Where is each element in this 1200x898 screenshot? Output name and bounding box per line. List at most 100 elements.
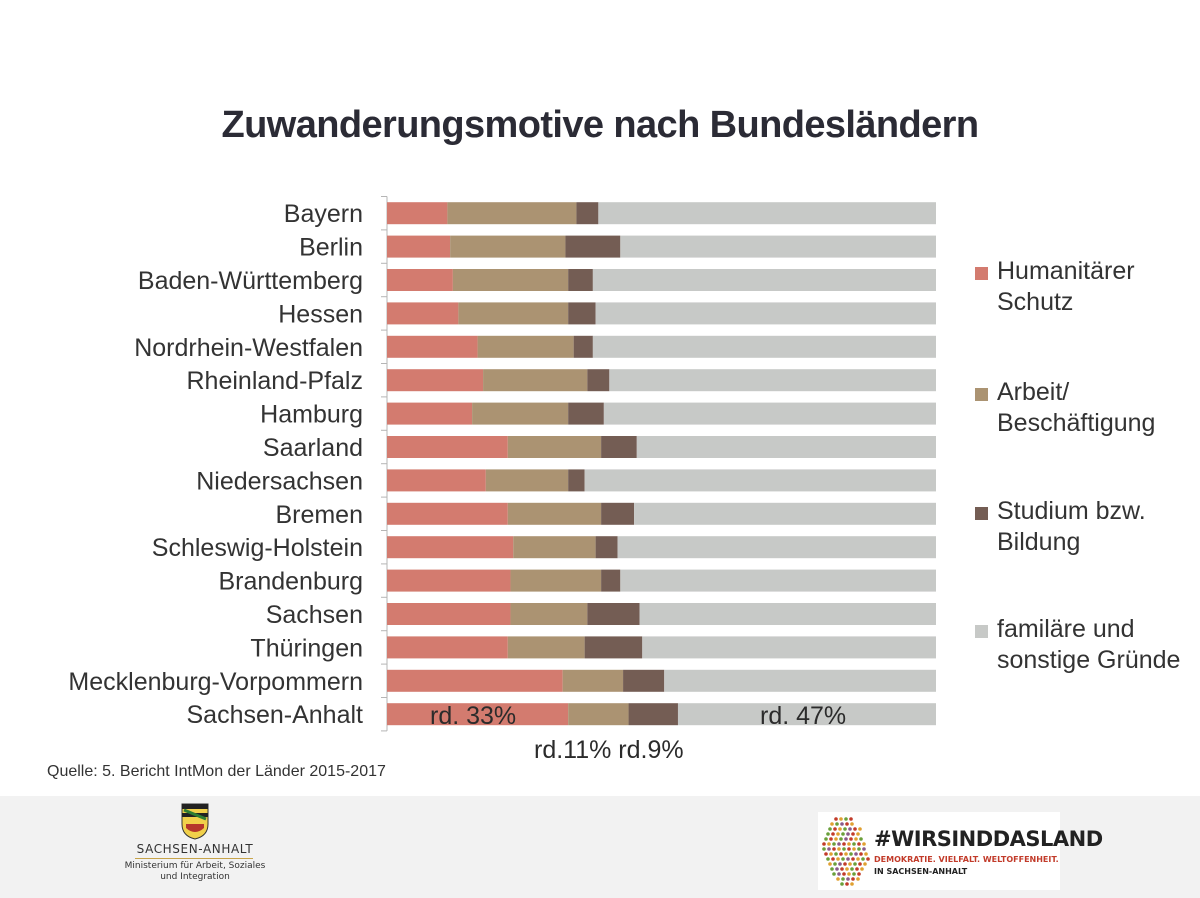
bar-segment-1-1 [450,235,566,258]
ministry-name: Ministerium für Arbeit, Soziales und Int… [124,861,266,882]
bar-segment-3-3 [595,302,936,325]
bar-segment-1-14 [562,669,624,692]
bar-segment-1-3 [458,302,569,325]
map-dot [836,832,840,836]
bar-segment-3-9 [634,502,936,525]
map-dot [833,862,837,866]
map-dot [860,867,864,871]
map-dot [851,857,855,861]
bar-segment-2-14 [623,669,665,692]
category-label: Sachsen-Anhalt [186,701,363,729]
bar-segment-3-1 [620,235,936,258]
map-dot [863,862,867,866]
bar-segment-1-0 [447,202,577,225]
map-dot [840,882,844,886]
map-dot [844,852,848,856]
map-dot [849,852,853,856]
bar-segment-1-5 [483,369,588,392]
bar-segment-2-5 [587,369,610,392]
map-dot [824,837,828,841]
bar-segment-1-10 [513,536,596,559]
map-dot [822,842,826,846]
bar-segment-0-1 [387,235,451,258]
bar-segment-0-6 [387,402,473,425]
map-dot [866,857,870,861]
map-dot [839,852,843,856]
map-dot [849,837,853,841]
category-label: Thüringen [250,634,363,662]
map-dot [843,862,847,866]
map-dot [837,842,841,846]
map-dot [854,852,858,856]
map-dot [841,832,845,836]
map-dot [852,872,856,876]
map-dot [845,867,849,871]
map-dot [851,832,855,836]
map-dot [842,847,846,851]
category-label: Hessen [278,300,363,328]
map-dot [843,827,847,831]
bar-segment-1-13 [507,636,585,659]
bar-segment-3-14 [664,669,936,692]
bar-segment-0-14 [387,669,563,692]
bar-segment-3-7 [636,436,936,458]
map-dot [853,827,857,831]
map-dot [826,857,830,861]
map-dot [827,842,831,846]
bar-segment-0-3 [387,302,459,325]
map-dot [832,842,836,846]
bar-segment-2-2 [568,269,593,291]
bar-segment-2-7 [601,436,637,458]
map-dot [858,862,862,866]
map-dot [845,882,849,886]
bar-segment-3-8 [584,469,936,492]
map-dot [833,827,837,831]
map-dot [835,867,839,871]
bar-segment-3-15 [677,703,936,726]
bar-segment-0-2 [387,269,453,291]
map-dot [850,822,854,826]
map-dot [856,832,860,836]
source-note: Quelle: 5. Bericht IntMon der Länder 201… [47,763,386,780]
map-dot [846,857,850,861]
map-dot [847,872,851,876]
annotation-humanitarian: rd. 33% [430,702,517,730]
map-dot [838,862,842,866]
coat-of-arms-icon [181,803,209,840]
bar-segment-0-12 [387,603,511,625]
campaign-hashtag: #WIRSINDDASLAND [874,827,1103,851]
bar-segment-2-3 [568,302,596,325]
map-dot [859,837,863,841]
map-dot [840,867,844,871]
map-dot [841,877,845,881]
category-label: Nordrhein-Westfalen [134,334,363,362]
bar-segment-2-12 [587,603,640,625]
map-dot [841,857,845,861]
map-dot [840,822,844,826]
legend-swatch-study [975,507,988,520]
bar-segment-2-6 [568,402,604,425]
bar-segment-0-4 [387,335,478,358]
map-dot [831,857,835,861]
logo-divider [135,858,253,859]
legend-label: Arbeit/ Beschäftigung [997,378,1156,437]
category-label: Bremen [275,501,363,529]
bar-segment-1-7 [507,436,602,458]
bar-segment-0-0 [387,202,448,225]
bar-segment-2-13 [584,636,643,659]
bar-segment-3-2 [592,269,936,291]
legend-swatch-work [975,388,988,401]
legend-label: Studium bzw. Bildung [997,497,1146,556]
map-dot [838,827,842,831]
category-label: Mecklenburg-Vorpommern [68,668,363,696]
bar-segment-0-9 [387,502,508,525]
category-label: Saarland [263,434,363,462]
bar-segment-0-13 [387,636,508,659]
dotted-map-icon [822,817,870,886]
bar-segment-3-6 [603,402,936,425]
map-dot [839,817,843,821]
map-dot [842,842,846,846]
map-dot [834,837,838,841]
map-dot [835,822,839,826]
campaign-slogan: DEMOKRATIE. VIELFALT. WELTOFFENHEIT. [874,855,1059,864]
